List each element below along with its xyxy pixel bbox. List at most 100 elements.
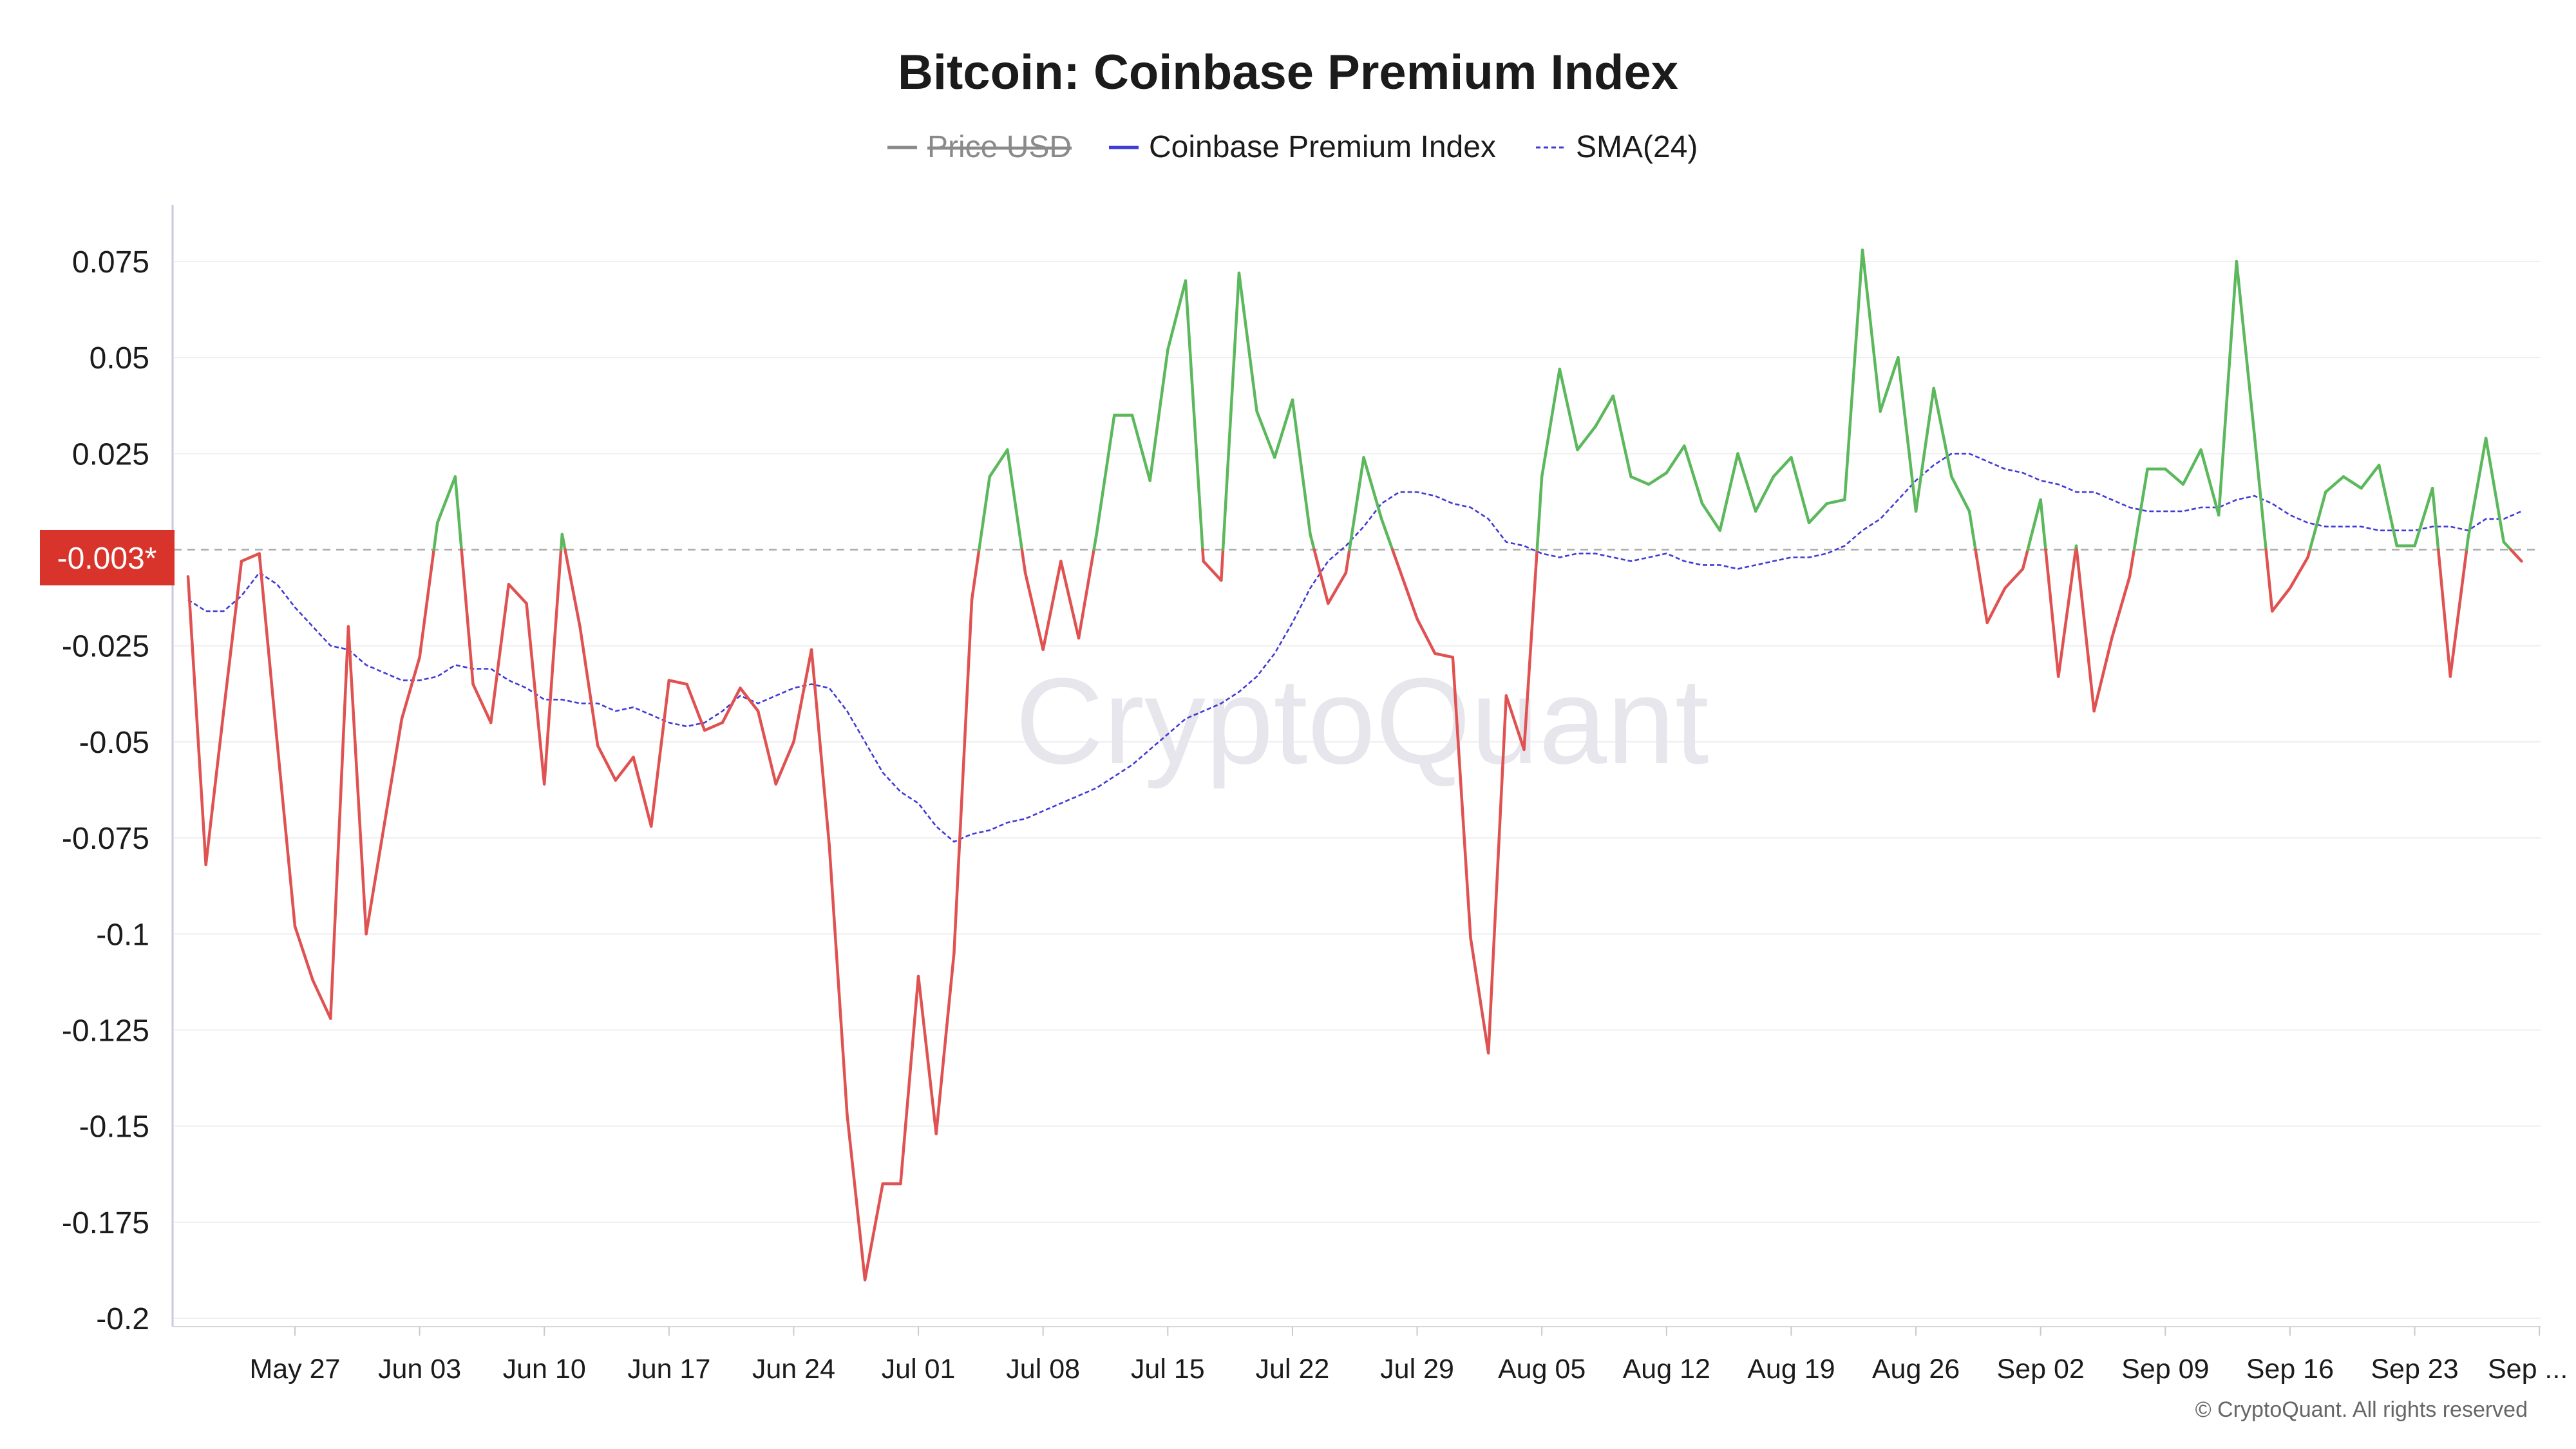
cpi-segment — [204, 709, 225, 867]
cpi-segment — [1861, 248, 1882, 413]
cpi-segment — [1790, 456, 1811, 525]
cpi-segment — [2217, 260, 2239, 517]
cpi-segment — [1221, 271, 1241, 551]
cpi-segment — [2026, 498, 2042, 551]
x-tick-label: Jul 22 — [1256, 1354, 1330, 1385]
cpi-segment — [2057, 548, 2078, 678]
y-tick-label: -0.1 — [96, 918, 149, 952]
cpi-segment — [1611, 394, 1633, 478]
legend-item-sma-24[interactable]: SMA(24) — [1536, 130, 1698, 164]
cpi-segment — [400, 656, 421, 721]
cpi-segment — [1683, 444, 1704, 506]
cpi-segment — [2132, 467, 2149, 551]
cpi-segment — [453, 475, 463, 551]
cpi-segment — [1576, 425, 1597, 451]
cpi-segment — [1166, 279, 1188, 352]
cpi-segment — [2448, 548, 2468, 678]
cpi-segment — [988, 448, 1009, 478]
cpi-segment — [810, 648, 831, 848]
cpi-segment — [329, 625, 350, 1020]
sma-series — [187, 453, 2523, 843]
cpi-segment — [703, 721, 724, 732]
cpi-segment — [1379, 517, 1394, 551]
legend-item-price-usd[interactable]: Price USD — [887, 130, 1072, 164]
cpi-segment — [2413, 486, 2434, 547]
cpi-segment — [1362, 456, 1383, 521]
cpi-segment — [2253, 433, 2268, 551]
cpi-segment — [2377, 464, 2399, 547]
cpi-segment — [934, 951, 956, 1135]
cpi-segment — [2164, 467, 2185, 486]
watermark: CryptoQuant — [1015, 653, 1709, 790]
x-tick-label: Sep 09 — [2121, 1354, 2209, 1385]
cpi-segment — [1843, 248, 1864, 502]
current-value-badge-bg — [40, 530, 175, 585]
cpi-segment — [1950, 475, 1971, 513]
cpi-segment — [2502, 540, 2513, 551]
cpi-segment — [186, 575, 207, 867]
cpi-segment — [970, 548, 981, 601]
cpi-segment — [432, 521, 439, 551]
cpi-segment — [2199, 448, 2221, 517]
x-tick-label: Aug 19 — [1747, 1354, 1835, 1385]
cpi-segment — [1202, 560, 1223, 582]
cpi-segment — [560, 533, 567, 551]
legend-label-price-usd: Price USD — [927, 130, 1072, 164]
x-tick-label: Jun 10 — [503, 1354, 586, 1385]
cpi-segment — [1416, 617, 1437, 655]
cpi-segment — [828, 844, 849, 1116]
x-tick-label: Jun 24 — [752, 1354, 835, 1385]
y-tick-label: -0.15 — [79, 1110, 149, 1144]
cpi-segment — [899, 974, 920, 1186]
cpi-segment — [1807, 502, 1828, 525]
y-tick-label: -0.2 — [96, 1302, 149, 1336]
cpi-segment — [1092, 533, 1098, 551]
cpi-segment — [774, 740, 795, 786]
cpi-segment — [1700, 502, 1722, 532]
cpi-segment — [1974, 548, 1989, 625]
cpi-segment — [1006, 448, 1024, 551]
cpi-segment — [2235, 260, 2256, 436]
cpi-segment — [596, 744, 618, 782]
cpi-segment — [2264, 548, 2274, 613]
cpi-segment — [2467, 437, 2488, 540]
legend-label-coinbase-premium-index: Coinbase Premium Index — [1149, 130, 1496, 164]
y-tick-label: 0.05 — [90, 341, 149, 375]
cpi-segment — [471, 683, 493, 724]
cpi-segment — [2308, 490, 2327, 551]
cpi-segment — [685, 683, 706, 732]
cpi-segment — [2075, 548, 2096, 713]
gridlines — [174, 261, 2541, 1319]
cpi-segment — [1020, 548, 1027, 574]
cpi-segment — [846, 1113, 867, 1282]
cpi-segment — [2128, 548, 2136, 578]
cpi-segment — [507, 583, 528, 605]
cpi-segment — [1540, 367, 1562, 478]
cpi-segment — [739, 687, 760, 713]
y-tick-label: -0.075 — [62, 822, 149, 856]
cpi-segment — [564, 548, 582, 629]
cpi-segment — [756, 709, 778, 786]
chart-title: Bitcoin: Coinbase Premium Index — [898, 45, 1678, 100]
cpi-segment — [1220, 548, 1225, 582]
cpi-segment — [2044, 548, 2060, 678]
cpi-segment — [1522, 548, 1539, 752]
cpi-segment — [1148, 348, 1170, 482]
copyright: © CryptoQuant. All rights reserved — [2195, 1397, 2528, 1422]
cpi-segment — [2465, 536, 2470, 551]
cpi-segment — [1348, 456, 1365, 551]
legend-item-coinbase-premium-index[interactable]: Coinbase Premium Index — [1109, 130, 1496, 164]
x-tick-label: Jun 17 — [627, 1354, 710, 1385]
x-tick-label: May 27 — [249, 1354, 340, 1385]
cpi-segment — [2092, 636, 2114, 713]
y-tick-label: -0.125 — [62, 1014, 149, 1048]
cpi-segment — [1130, 413, 1151, 482]
cpi-segment — [649, 679, 671, 828]
y-tick-label: 0.075 — [72, 245, 149, 279]
x-tick-label: Jul 29 — [1380, 1354, 1454, 1385]
cpi-segment — [383, 717, 404, 828]
cpi-segment — [792, 648, 813, 744]
cpi-segment — [1273, 398, 1294, 459]
cpi-segment — [2509, 548, 2523, 563]
